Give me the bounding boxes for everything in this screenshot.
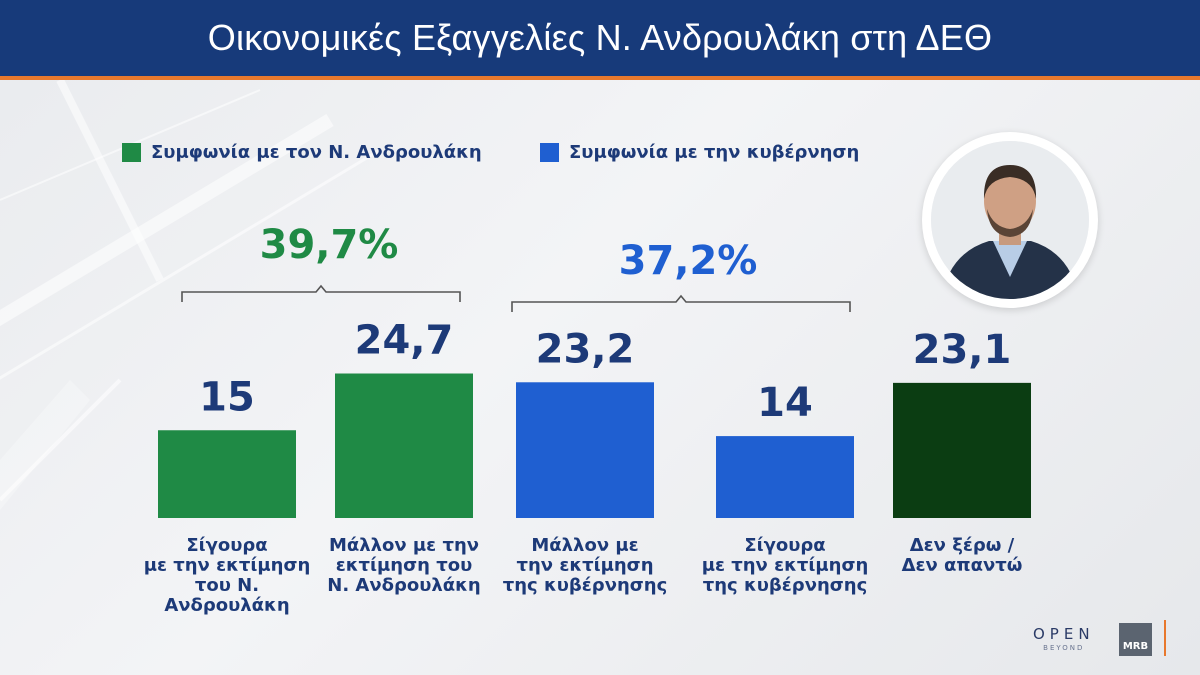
category-label-3: Μάλλον με την εκτίμηση της κυβέρνησης: [502, 535, 668, 596]
category-label-5: Δεν ξέρω / Δεν απαντώ: [901, 535, 1023, 576]
legend-label: Συμφωνία με τον Ν. Ανδρουλάκη: [151, 142, 482, 163]
logo-open-text: OPEN: [1033, 625, 1095, 643]
legend-item-government: Συμφωνία με την κυβέρνηση: [540, 142, 859, 163]
group-brace-government: [511, 294, 851, 312]
background-decoration: [0, 80, 381, 510]
person-silhouette-icon: [931, 141, 1089, 299]
logo-open-subtext: BEYOND: [1043, 644, 1085, 652]
logo-divider: [1164, 620, 1166, 656]
category-label-2: Μάλλον με την εκτίμηση του Ν. Ανδρουλάκη: [327, 535, 481, 596]
legend-item-androulakis: Συμφωνία με τον Ν. Ανδρουλάκη: [122, 142, 482, 163]
bar-value-label-4: 14: [757, 380, 813, 426]
bar-value-label-2: 24,7: [355, 318, 454, 364]
bar-5: [893, 382, 1031, 518]
legend-label: Συμφωνία με την κυβέρνηση: [569, 142, 860, 163]
mrb-logo: MRB: [1119, 623, 1152, 656]
group-total-androulakis: 39,7%: [259, 222, 399, 268]
open-beyond-logo: OPEN BEYOND: [1033, 625, 1095, 652]
bar-value-label-5: 23,1: [913, 327, 1012, 373]
group-total-government: 37,2%: [618, 238, 758, 284]
bar-1: [158, 430, 296, 518]
page-title: Οικονομικές Εξαγγελίες Ν. Ανδρουλάκη στη…: [207, 17, 993, 58]
bar-value-label-1: 15: [199, 374, 255, 420]
bar-3: [516, 382, 654, 518]
group-brace-androulakis: [181, 284, 461, 302]
header-bar: Οικονομικές Εξαγγελίες Ν. Ανδρουλάκη στη…: [0, 0, 1200, 76]
bar-value-label-3: 23,2: [536, 326, 635, 372]
header-accent-stripe: [0, 76, 1200, 80]
legend-swatch-green: [122, 143, 141, 162]
portrait-avatar: [922, 132, 1098, 308]
category-label-1: Σίγουρα με την εκτίμηση του Ν. Ανδρουλάκ…: [143, 535, 311, 616]
category-label-4: Σίγουρα με την εκτίμηση της κυβέρνησης: [701, 535, 869, 596]
bar-4: [716, 436, 854, 518]
portrait-photo: [931, 141, 1089, 299]
legend-swatch-blue: [540, 143, 559, 162]
logo-mrb-text: MRB: [1122, 641, 1149, 652]
bar-2: [335, 373, 473, 518]
